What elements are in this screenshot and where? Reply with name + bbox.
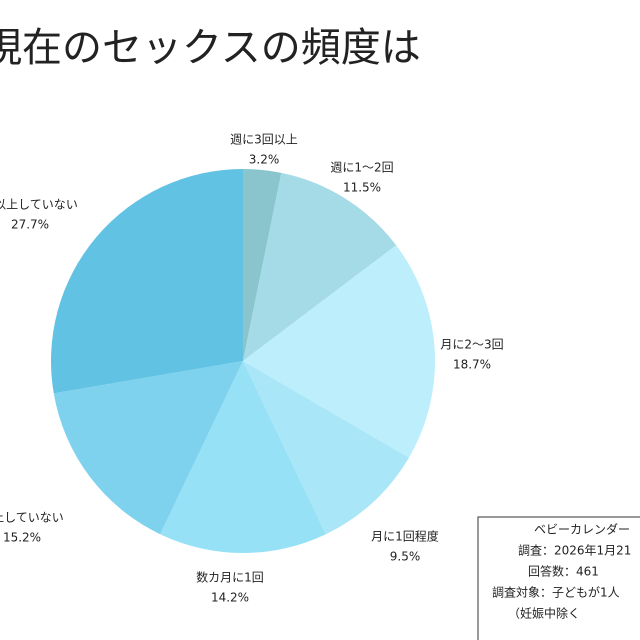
source-line: 調査：2026年1月21: [518, 544, 631, 558]
slice-value: 11.5%: [343, 181, 381, 195]
pie-slice: [243, 245, 435, 458]
slice-label: 数カ月に1回: [196, 570, 264, 585]
slice-label: 週に1〜2回: [330, 161, 393, 175]
slice-label: 月に2〜3回: [440, 338, 503, 352]
slice-value: 15.2%: [3, 531, 41, 545]
source-box: [477, 516, 640, 640]
slice-value: 3.2%: [249, 153, 280, 167]
pie-slice: [243, 172, 397, 361]
slice-label: 月に1回程度: [371, 529, 439, 544]
slice-value: 27.7%: [11, 218, 49, 232]
source-line: 回答数：461: [528, 564, 599, 579]
slice-value: 14.2%: [211, 591, 249, 605]
chart-title: 現在のセックスの頻度は: [0, 25, 421, 71]
pie-slice: [243, 361, 409, 535]
slice-value: 9.5%: [390, 550, 421, 564]
pie-slice: [160, 361, 326, 553]
source-line: 調査対象：子どもが1人: [492, 585, 620, 600]
source-line: ベビーカレンダー: [534, 522, 630, 537]
pie-slice: [53, 361, 243, 535]
slice-label: 以上していない: [0, 511, 64, 525]
pie-slice: [243, 169, 282, 361]
source-line: （妊娠中除く: [508, 606, 580, 621]
pie: [51, 169, 435, 553]
slice-label: 年以上していない: [0, 198, 78, 212]
pie-slice: [51, 169, 244, 394]
slice-label: 週に3回以上: [230, 133, 298, 147]
slice-value: 18.7%: [453, 358, 491, 372]
